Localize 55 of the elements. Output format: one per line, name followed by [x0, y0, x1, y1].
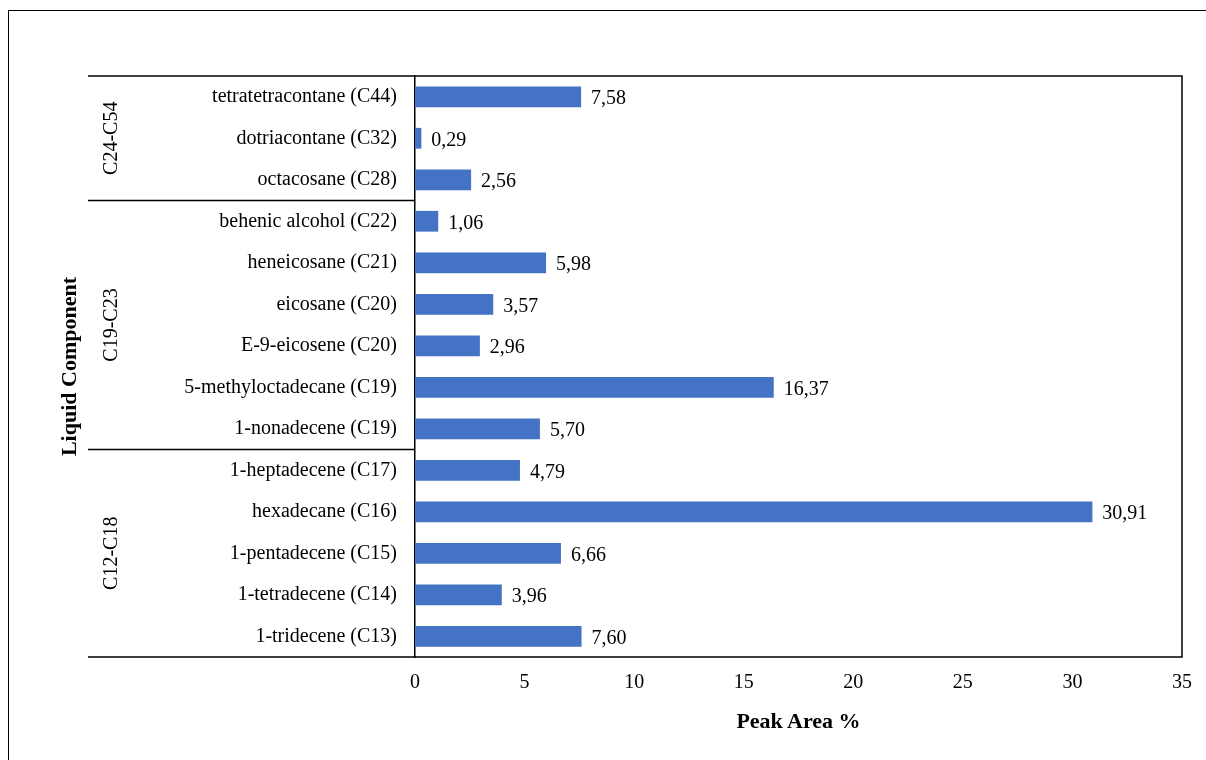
data-label: 6,66: [570, 542, 606, 565]
y-tick-label: 1-tridecene (C13): [255, 623, 397, 647]
y-tick-label: octacosane (C28): [257, 167, 397, 190]
x-tick-label: 5: [519, 670, 530, 693]
x-tick-label: 25: [952, 670, 973, 693]
text: C12-C18: [99, 516, 122, 590]
data-label: 5,70: [549, 418, 585, 440]
y-tick-label: eicosane (C20): [276, 291, 397, 315]
x-tick-label: 10: [624, 670, 645, 693]
bar: [415, 252, 547, 274]
x-tick-label: 15: [733, 670, 754, 693]
y-tick-label: 1-tetradecene (C14): [237, 582, 397, 605]
data-label: 3,96: [511, 584, 547, 606]
bar: [415, 335, 480, 357]
bar: [415, 169, 472, 191]
data-label: 16,37: [783, 376, 829, 399]
bar: [415, 625, 582, 647]
bar: [415, 210, 439, 232]
x-tick-label: 0: [410, 670, 420, 693]
x-tick-label: 20: [843, 670, 864, 693]
x-tick-label: 35: [1172, 670, 1192, 693]
y-tick-label: tetratetracontane (C44): [212, 84, 397, 107]
data-label: 7,58: [591, 86, 627, 108]
bar: [415, 293, 494, 315]
bar: [415, 542, 561, 564]
y-tick-label: 1-heptadecene (C17): [229, 457, 397, 481]
text: C24-C54: [99, 101, 122, 175]
x-axis-title: Peak Area %: [736, 708, 861, 734]
data-label: 2,96: [489, 335, 525, 357]
bar: [415, 376, 774, 398]
y-tick-label: 1-pentadecene (C15): [229, 540, 397, 564]
bar: [415, 459, 520, 481]
y-tick-label: dotriacontane (C32): [236, 125, 397, 149]
data-label: 3,57: [503, 293, 539, 316]
data-label: 2,56: [481, 169, 517, 191]
y-tick-label: heneicosane (C21): [247, 250, 397, 273]
y-tick-label: behenic alcohol (C22): [219, 208, 397, 232]
text: C19-C23: [99, 288, 122, 362]
data-label: 30,91: [1102, 501, 1148, 523]
data-label: 1,06: [448, 210, 484, 233]
x-tick-label: 30: [1062, 670, 1083, 693]
bar: [415, 127, 422, 149]
y-axis-title: Liquid Component: [55, 276, 81, 457]
y-tick-label: hexadecane (C16): [252, 499, 397, 522]
data-label: 7,60: [591, 625, 627, 648]
bar: [415, 501, 1093, 523]
data-label: 5,98: [556, 252, 592, 274]
y-tick-label: E-9-eicosene (C20): [240, 333, 397, 356]
bar: [415, 86, 582, 108]
data-label: 4,79: [529, 459, 565, 482]
bar: [415, 584, 502, 606]
bar: [415, 418, 540, 440]
data-label: 0,29: [431, 127, 467, 150]
y-tick-label: 1-nonadecene (C19): [234, 416, 397, 439]
y-tick-label: 5-methyloctadecane (C19): [184, 374, 397, 398]
